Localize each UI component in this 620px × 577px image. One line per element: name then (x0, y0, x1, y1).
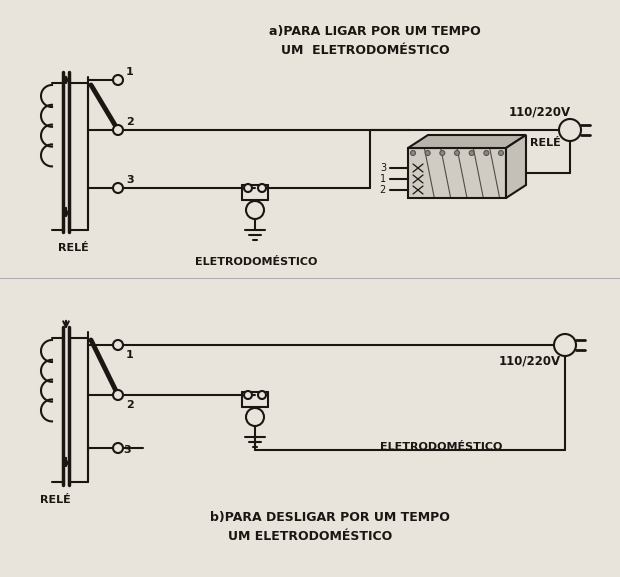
Text: 110/220V: 110/220V (499, 354, 561, 368)
Circle shape (113, 183, 123, 193)
Polygon shape (506, 135, 526, 198)
Text: a)PARA LIGAR POR UM TEMPO: a)PARA LIGAR POR UM TEMPO (269, 25, 481, 39)
Circle shape (258, 391, 266, 399)
Text: 3: 3 (380, 163, 386, 173)
Circle shape (559, 119, 581, 141)
Text: 3: 3 (126, 175, 134, 185)
Circle shape (498, 151, 503, 155)
Circle shape (113, 390, 123, 400)
Circle shape (244, 184, 252, 192)
Circle shape (244, 391, 252, 399)
Text: RELÉ: RELÉ (40, 495, 71, 505)
Circle shape (113, 443, 123, 453)
Text: 1: 1 (380, 174, 386, 184)
Circle shape (554, 334, 576, 356)
Text: 2: 2 (126, 400, 134, 410)
Circle shape (258, 184, 266, 192)
Text: 110/220V: 110/220V (509, 106, 571, 118)
Circle shape (469, 151, 474, 155)
Text: 3: 3 (123, 445, 131, 455)
Circle shape (246, 408, 264, 426)
Text: 1: 1 (126, 350, 134, 360)
Text: b)PARA DESLIGAR POR UM TEMPO: b)PARA DESLIGAR POR UM TEMPO (210, 511, 450, 524)
Text: RELÉ: RELÉ (58, 243, 89, 253)
Text: UM  ELETRODOMÉSTICO: UM ELETRODOMÉSTICO (281, 43, 450, 57)
Circle shape (113, 75, 123, 85)
Text: 1: 1 (126, 67, 134, 77)
Text: ELETRODOMÉSTICO: ELETRODOMÉSTICO (380, 442, 502, 452)
Text: 2: 2 (126, 117, 134, 127)
Text: ELETRODOMÉSTICO: ELETRODOMÉSTICO (195, 257, 317, 267)
Circle shape (454, 151, 459, 155)
Circle shape (410, 151, 415, 155)
Polygon shape (408, 135, 526, 148)
Circle shape (440, 151, 445, 155)
Circle shape (246, 201, 264, 219)
Circle shape (425, 151, 430, 155)
Text: 2: 2 (379, 185, 386, 195)
Text: UM ELETRODOMÉSTICO: UM ELETRODOMÉSTICO (228, 530, 392, 542)
Polygon shape (408, 148, 506, 198)
Circle shape (484, 151, 489, 155)
Circle shape (113, 340, 123, 350)
Circle shape (113, 125, 123, 135)
Text: RELÉ: RELÉ (530, 138, 560, 148)
